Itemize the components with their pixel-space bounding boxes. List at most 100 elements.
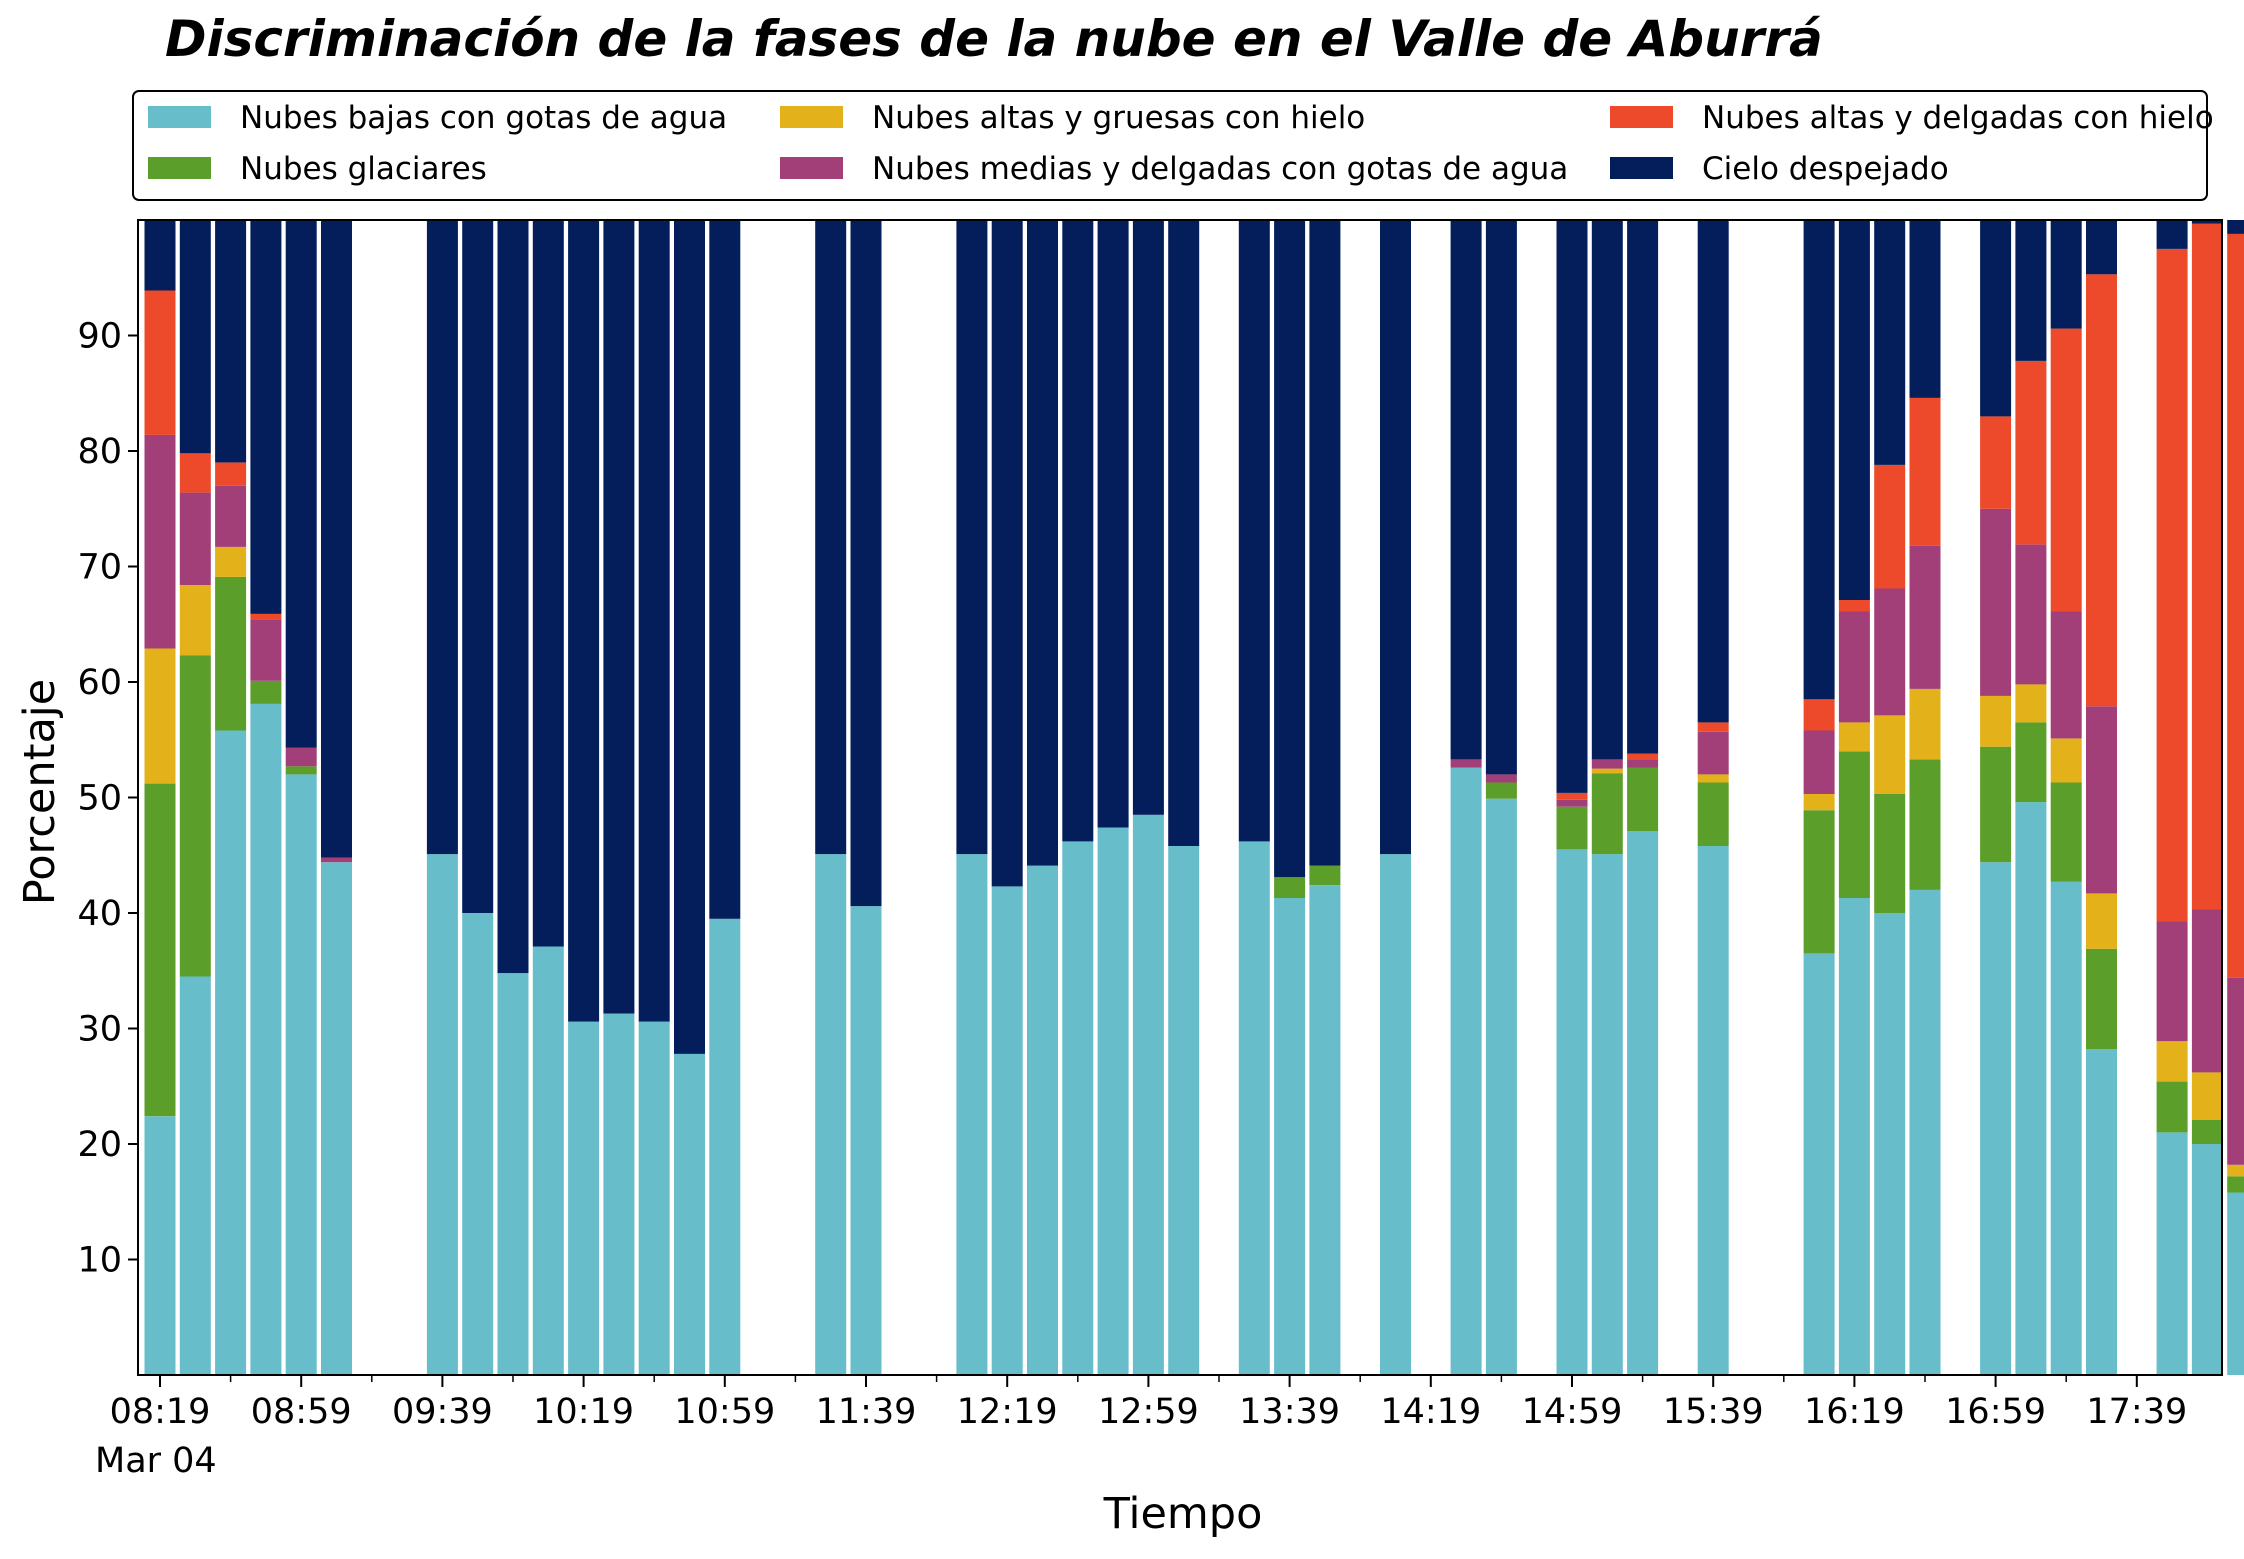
bar-segment xyxy=(850,906,882,1375)
bar-stack xyxy=(1309,220,1341,1375)
bar-segment xyxy=(250,680,282,704)
x-tick-label: 10:59 xyxy=(674,1392,775,1432)
bar-segment xyxy=(1591,220,1623,760)
bar-segment xyxy=(956,220,988,855)
bar-stack xyxy=(1274,220,1306,1375)
bar-segment xyxy=(1909,688,1941,760)
bar-segment xyxy=(2227,1164,2244,1177)
bar-segment xyxy=(1627,220,1659,754)
bar-segment xyxy=(1168,220,1200,846)
bar-segment xyxy=(2086,948,2117,1050)
bar-stack xyxy=(1591,220,1623,1375)
bar-segment xyxy=(1556,220,1588,793)
bar-segment xyxy=(1697,722,1729,732)
bar-segment xyxy=(709,918,741,1375)
bar-segment xyxy=(1380,854,1411,1375)
bar-segment xyxy=(1450,767,1482,1375)
bar-segment xyxy=(1803,794,1835,811)
x-date-label: Mar 04 xyxy=(95,1441,217,1481)
x-tick-label: 09:39 xyxy=(392,1392,493,1432)
bar-segment xyxy=(532,220,564,947)
x-tick-label: 08:59 xyxy=(251,1392,352,1432)
bar-stack xyxy=(250,220,282,1375)
bar-segment xyxy=(179,655,211,977)
bar-segment xyxy=(1980,220,2012,417)
bar-segment xyxy=(321,220,352,858)
bar-segment xyxy=(1909,545,1941,689)
bar-segment xyxy=(638,1021,670,1375)
y-tick-label: 30 xyxy=(77,1010,122,1050)
bar-stack xyxy=(1238,220,1270,1375)
bar-segment xyxy=(321,862,352,1375)
bar-segment xyxy=(2227,1176,2244,1193)
bar-stack xyxy=(2050,220,2082,1375)
bar-segment xyxy=(1803,220,1835,700)
bar-segment xyxy=(1062,220,1094,842)
bar-segment xyxy=(1874,464,1906,589)
bar-segment xyxy=(2191,223,2223,910)
bar-segment xyxy=(179,492,211,585)
bar-stack xyxy=(1874,220,1906,1375)
bar-segment xyxy=(1909,397,1941,546)
x-tick-label: 14:59 xyxy=(1522,1392,1623,1432)
legend-swatch xyxy=(780,157,843,179)
bar-segment xyxy=(1803,810,1835,954)
bar-segment xyxy=(1697,220,1729,723)
x-tick-label: 11:39 xyxy=(816,1392,917,1432)
bar-segment xyxy=(497,973,529,1375)
bar-segment xyxy=(1556,849,1588,1375)
bar-segment xyxy=(1627,759,1659,768)
bar-segment xyxy=(285,766,317,775)
bar-segment xyxy=(1274,877,1306,898)
bar-segment xyxy=(1803,699,1835,731)
bar-segment xyxy=(1803,953,1835,1375)
bar-segment xyxy=(179,976,211,1375)
bar-segment xyxy=(1838,751,1870,898)
bar-segment xyxy=(1874,913,1906,1375)
bar-segment xyxy=(2015,220,2047,361)
legend-frame xyxy=(132,90,2208,201)
bar-stack xyxy=(568,220,600,1375)
bar-stack xyxy=(2191,220,2223,1375)
bar-segment xyxy=(1097,220,1129,828)
bar-segment xyxy=(674,1053,705,1375)
bar-segment xyxy=(2191,1119,2223,1144)
x-tick-label: 10:19 xyxy=(533,1392,634,1432)
bar-segment xyxy=(462,913,494,1375)
bar-segment xyxy=(2156,248,2188,922)
bar-segment xyxy=(1909,889,1941,1375)
bar-stack xyxy=(2227,220,2244,1375)
bar-stack xyxy=(179,220,211,1375)
bar-segment xyxy=(1450,759,1482,768)
bar-segment xyxy=(2050,328,2082,612)
legend-label: Nubes bajas con gotas de agua xyxy=(240,100,727,136)
x-tick-label: 08:19 xyxy=(110,1392,211,1432)
bar-segment xyxy=(1874,794,1906,913)
bar-segment xyxy=(285,220,317,748)
legend-swatch xyxy=(1610,106,1673,128)
bar-segment xyxy=(638,220,670,1022)
bar-segment xyxy=(1627,831,1659,1375)
bar-stack xyxy=(1556,220,1588,1375)
legend-item: Cielo despejado xyxy=(1610,151,1949,187)
legend-label: Nubes altas y delgadas con hielo xyxy=(1702,100,2214,136)
y-tick-label: 90 xyxy=(77,317,122,357)
bar-segment xyxy=(1838,722,1870,752)
bar-segment xyxy=(1380,220,1411,855)
bar-segment xyxy=(250,220,282,614)
bar-stack xyxy=(1450,220,1482,1375)
legend-item: Nubes altas y gruesas con hielo xyxy=(780,100,1365,136)
bar-segment xyxy=(144,434,176,649)
bar-segment xyxy=(426,854,458,1375)
bar-segment xyxy=(462,220,494,913)
y-tick-label: 80 xyxy=(77,432,122,472)
bar-segment xyxy=(1485,782,1517,799)
bar-stack xyxy=(850,220,882,1375)
bar-segment xyxy=(144,290,176,435)
bar-stack xyxy=(638,220,670,1375)
legend-swatch xyxy=(780,106,843,128)
bar-segment xyxy=(2227,220,2244,234)
bar-segment xyxy=(215,485,247,547)
bar-stack xyxy=(1132,220,1164,1375)
bar-segment xyxy=(2050,738,2082,783)
